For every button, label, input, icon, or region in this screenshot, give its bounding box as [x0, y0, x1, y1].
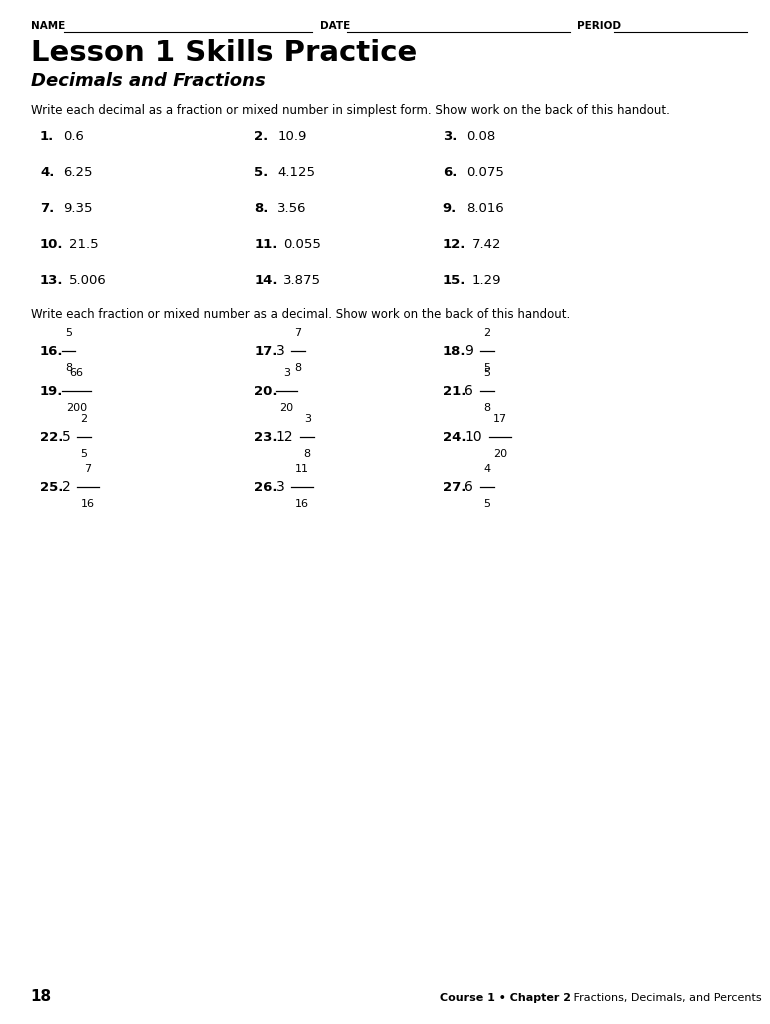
Text: 6: 6 — [464, 480, 474, 495]
Text: 15.: 15. — [443, 273, 466, 287]
Text: PERIOD: PERIOD — [578, 20, 621, 31]
Text: Write each decimal as a fraction or mixed number in simplest form. Show work on : Write each decimal as a fraction or mixe… — [31, 103, 670, 117]
Text: 22.: 22. — [40, 431, 63, 443]
Text: 3.56: 3.56 — [277, 202, 306, 215]
Text: DATE: DATE — [320, 20, 350, 31]
Text: 6.: 6. — [443, 166, 457, 179]
Text: 0.055: 0.055 — [283, 238, 321, 251]
Text: 9.35: 9.35 — [63, 202, 92, 215]
Text: 12.: 12. — [443, 238, 466, 251]
Text: 2: 2 — [62, 480, 70, 495]
Text: 14.: 14. — [254, 273, 278, 287]
Text: 8: 8 — [65, 362, 72, 373]
Text: 5.006: 5.006 — [69, 273, 107, 287]
Text: Write each fraction or mixed number as a decimal. Show work on the back of this : Write each fraction or mixed number as a… — [31, 308, 570, 322]
Text: 9.: 9. — [443, 202, 457, 215]
Text: 9: 9 — [464, 344, 474, 358]
Text: 18.: 18. — [443, 345, 467, 357]
Text: 6.25: 6.25 — [63, 166, 92, 179]
Text: 7: 7 — [294, 328, 302, 338]
Text: 2: 2 — [80, 414, 88, 424]
Text: Course 1 • Chapter 2: Course 1 • Chapter 2 — [440, 993, 571, 1004]
Text: 7: 7 — [84, 464, 92, 474]
Text: 5: 5 — [483, 499, 490, 509]
Text: 21.5: 21.5 — [69, 238, 99, 251]
Text: 0.075: 0.075 — [466, 166, 504, 179]
Text: 5.: 5. — [254, 166, 269, 179]
Text: Decimals and Fractions: Decimals and Fractions — [31, 72, 266, 90]
Text: 2: 2 — [483, 328, 490, 338]
Text: 24.: 24. — [443, 431, 467, 443]
Text: 200: 200 — [65, 402, 87, 413]
Text: 8: 8 — [483, 402, 490, 413]
Text: 8.016: 8.016 — [466, 202, 504, 215]
Text: 10.: 10. — [40, 238, 64, 251]
Text: 19.: 19. — [40, 385, 63, 397]
Text: 10.9: 10.9 — [277, 130, 306, 143]
Text: 2.: 2. — [254, 130, 269, 143]
Text: 20.: 20. — [254, 385, 278, 397]
Text: 0.08: 0.08 — [466, 130, 495, 143]
Text: 10: 10 — [464, 430, 482, 444]
Text: 20: 20 — [493, 449, 507, 459]
Text: 4.: 4. — [40, 166, 55, 179]
Text: 11: 11 — [295, 464, 309, 474]
Text: 26.: 26. — [254, 481, 278, 494]
Text: 4.125: 4.125 — [277, 166, 315, 179]
Text: 66: 66 — [69, 368, 83, 378]
Text: 3: 3 — [276, 344, 284, 358]
Text: 3: 3 — [303, 414, 311, 424]
Text: 4: 4 — [483, 464, 490, 474]
Text: NAME: NAME — [31, 20, 65, 31]
Text: 8.: 8. — [254, 202, 269, 215]
Text: 27.: 27. — [443, 481, 466, 494]
Text: 1.: 1. — [40, 130, 55, 143]
Text: 0.6: 0.6 — [63, 130, 84, 143]
Text: 18: 18 — [31, 989, 52, 1005]
Text: 16.: 16. — [40, 345, 64, 357]
Text: 3.875: 3.875 — [283, 273, 321, 287]
Text: 21.: 21. — [443, 385, 466, 397]
Text: 13.: 13. — [40, 273, 64, 287]
Text: 6: 6 — [464, 384, 474, 398]
Text: 1.29: 1.29 — [472, 273, 501, 287]
Text: 11.: 11. — [254, 238, 277, 251]
Text: Lesson 1 Skills Practice: Lesson 1 Skills Practice — [31, 40, 417, 68]
Text: 17: 17 — [493, 414, 507, 424]
Text: 3: 3 — [283, 368, 290, 378]
Text: 5: 5 — [80, 449, 88, 459]
Text: Fractions, Decimals, and Percents: Fractions, Decimals, and Percents — [570, 993, 762, 1004]
Text: 5: 5 — [483, 362, 490, 373]
Text: 5: 5 — [62, 430, 70, 444]
Text: 3: 3 — [276, 480, 284, 495]
Text: 5: 5 — [483, 368, 490, 378]
Text: 20: 20 — [280, 402, 293, 413]
Text: 8: 8 — [303, 449, 311, 459]
Text: 12: 12 — [276, 430, 293, 444]
Text: 8: 8 — [294, 362, 302, 373]
Text: 23.: 23. — [254, 431, 278, 443]
Text: 7.42: 7.42 — [472, 238, 501, 251]
Text: 16: 16 — [295, 499, 309, 509]
Text: 7.: 7. — [40, 202, 55, 215]
Text: 3.: 3. — [443, 130, 457, 143]
Text: 17.: 17. — [254, 345, 277, 357]
Text: 16: 16 — [81, 499, 95, 509]
Text: 5: 5 — [65, 328, 72, 338]
Text: 25.: 25. — [40, 481, 63, 494]
